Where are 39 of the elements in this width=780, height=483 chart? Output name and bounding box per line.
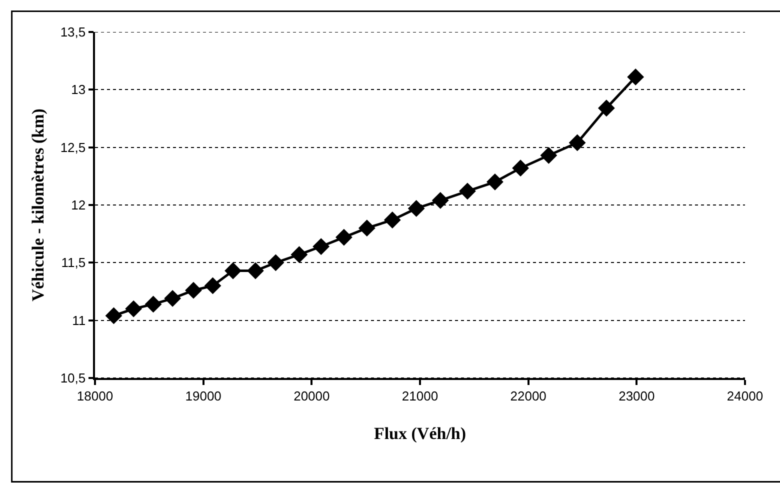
point bbox=[204, 277, 222, 294]
x-axis-title: Flux (Véh/h) bbox=[374, 424, 466, 444]
point bbox=[144, 296, 162, 313]
point bbox=[540, 146, 558, 164]
point bbox=[246, 262, 264, 280]
y-tick-label: 12 bbox=[71, 198, 86, 213]
y-tick-label: 10,5 bbox=[60, 370, 86, 386]
point bbox=[185, 282, 202, 299]
x-tick-label: 19000 bbox=[185, 388, 222, 404]
point bbox=[459, 182, 476, 200]
point bbox=[486, 173, 504, 190]
point bbox=[164, 290, 182, 307]
point bbox=[267, 254, 284, 272]
x-tick-label: 18000 bbox=[76, 388, 114, 404]
point bbox=[358, 220, 376, 237]
y-axis-title: Véhicule - kilomètres (km) bbox=[28, 108, 48, 302]
x-tick-label: 22000 bbox=[510, 388, 546, 404]
y-tick-label: 13,5 bbox=[60, 24, 86, 40]
point bbox=[512, 160, 529, 177]
y-tick-label: 11,5 bbox=[61, 255, 86, 270]
point bbox=[290, 246, 308, 264]
x-tick-label: 20000 bbox=[294, 388, 330, 404]
point bbox=[384, 212, 401, 228]
x-tick-label: 21000 bbox=[402, 388, 438, 404]
y-tick-label: 13 bbox=[71, 82, 86, 98]
point bbox=[224, 262, 242, 280]
point bbox=[598, 100, 615, 117]
y-tick-label: 12,5 bbox=[60, 140, 86, 155]
point bbox=[568, 134, 586, 152]
point bbox=[432, 192, 449, 209]
point bbox=[627, 68, 644, 86]
x-tick-label: 24000 bbox=[726, 388, 764, 404]
point bbox=[312, 238, 330, 255]
y-tick-label: 11 bbox=[72, 312, 86, 328]
point bbox=[105, 307, 122, 324]
point bbox=[125, 300, 142, 318]
point bbox=[336, 228, 352, 246]
x-tick-label: 23000 bbox=[618, 388, 655, 404]
point bbox=[408, 200, 425, 217]
